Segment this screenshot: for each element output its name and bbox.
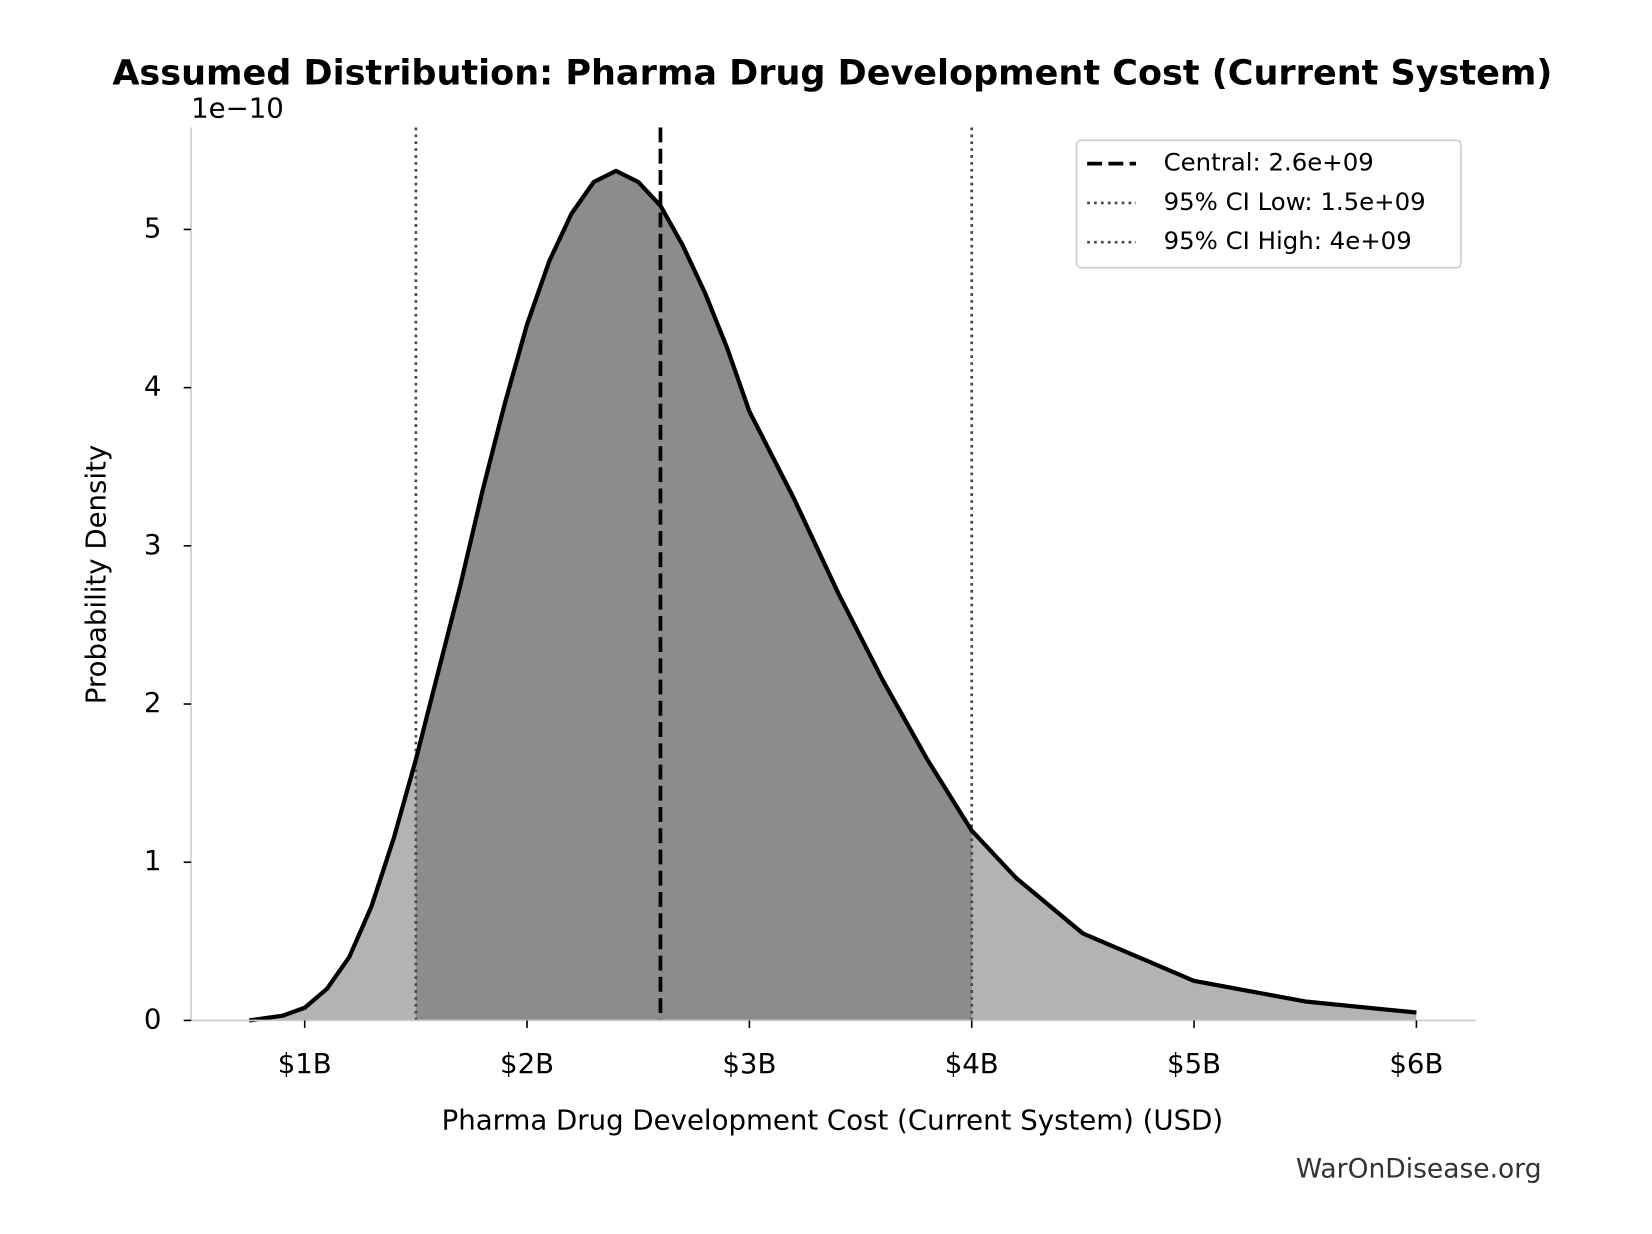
- density-line: [248, 168, 1417, 1023]
- x-tick-label: $6B: [1389, 1047, 1443, 1080]
- y-tick-label: 3: [144, 528, 162, 561]
- legend-label: 95% CI Low: 1.5e+09: [1164, 187, 1426, 216]
- y-tick-label: 1: [144, 844, 162, 877]
- y-offset-label: 1e−10: [191, 92, 284, 125]
- y-axis-label: Probability Density: [80, 445, 113, 705]
- x-tick-label: $2B: [500, 1047, 554, 1080]
- x-tick-label: $1B: [278, 1047, 332, 1080]
- legend-box: [1075, 139, 1462, 269]
- x-tick-label: $5B: [1167, 1047, 1221, 1080]
- y-tick-label: 4: [144, 370, 162, 403]
- y-tick-label: 5: [144, 211, 162, 244]
- y-tick-label: 0: [144, 1002, 162, 1035]
- legend-label: 95% CI High: 4e+09: [1164, 226, 1412, 255]
- chart-title: Assumed Distribution: Pharma Drug Develo…: [112, 52, 1552, 93]
- source-label: WarOnDisease.org: [1296, 1154, 1542, 1185]
- legend-label: Central: 2.6e+09: [1164, 148, 1374, 177]
- x-tick-label: $4B: [945, 1047, 999, 1080]
- x-axis-label: Pharma Drug Development Cost (Current Sy…: [442, 1103, 1224, 1136]
- x-tick-label: $3B: [722, 1047, 776, 1080]
- y-tick-label: 2: [144, 686, 162, 719]
- ci-area: [415, 170, 972, 1021]
